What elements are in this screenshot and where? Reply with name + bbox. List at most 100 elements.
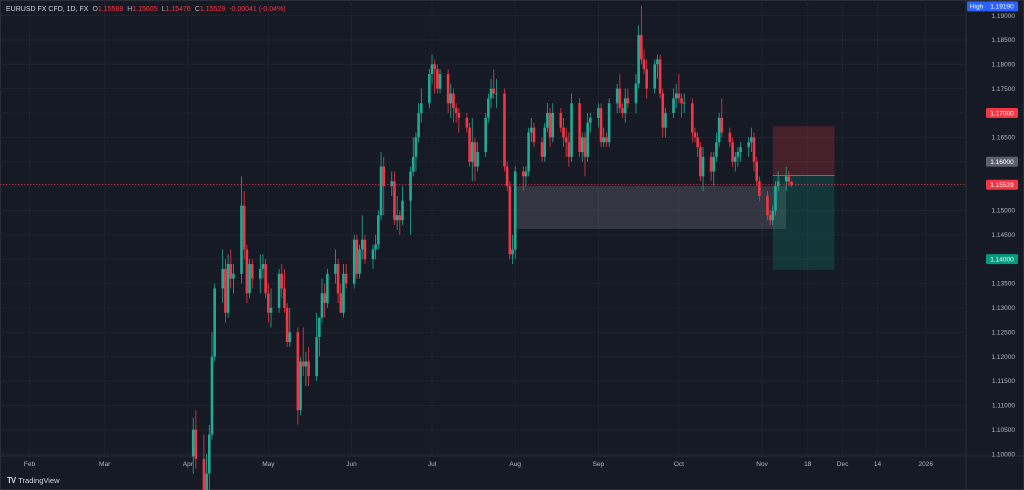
candle[interactable] xyxy=(784,166,788,191)
candle[interactable] xyxy=(656,54,659,79)
candle[interactable] xyxy=(527,127,530,177)
candle[interactable] xyxy=(677,74,681,104)
candle[interactable] xyxy=(658,54,662,99)
candle[interactable] xyxy=(672,88,675,118)
candle[interactable] xyxy=(709,152,713,182)
candle[interactable] xyxy=(487,93,490,123)
candle[interactable] xyxy=(454,103,458,123)
candle[interactable] xyxy=(417,103,420,143)
candle[interactable] xyxy=(747,137,750,157)
candle[interactable] xyxy=(752,132,756,172)
candle[interactable] xyxy=(583,132,587,177)
candle[interactable] xyxy=(701,147,705,191)
candle[interactable] xyxy=(374,234,377,260)
candle[interactable] xyxy=(492,69,496,99)
candle[interactable] xyxy=(307,346,310,386)
candle[interactable] xyxy=(342,264,345,318)
candle[interactable] xyxy=(269,288,273,328)
candle[interactable] xyxy=(578,98,581,157)
candle[interactable] xyxy=(419,88,423,123)
candle[interactable] xyxy=(484,113,487,157)
symbol-title[interactable]: EURUSD FX CFD, 1D, FX xyxy=(6,6,89,13)
candle[interactable] xyxy=(318,317,321,357)
candle[interactable] xyxy=(564,127,568,157)
candle[interactable] xyxy=(503,88,506,172)
candle[interactable] xyxy=(446,69,450,114)
candle[interactable] xyxy=(205,454,208,490)
candle[interactable] xyxy=(395,195,399,230)
candle[interactable] xyxy=(473,137,477,182)
candle[interactable] xyxy=(637,25,640,89)
candle[interactable] xyxy=(245,244,249,304)
candle[interactable] xyxy=(736,147,740,167)
candle[interactable] xyxy=(511,234,514,265)
price-axis[interactable]: 1.19000 1.18500 1.18000 1.17500 1.17000 1.165… xyxy=(992,13,1016,458)
candle[interactable] xyxy=(210,332,214,440)
candle[interactable] xyxy=(489,78,493,109)
candle[interactable] xyxy=(191,417,195,474)
candle[interactable] xyxy=(758,176,761,201)
candle[interactable] xyxy=(208,424,211,490)
candle[interactable] xyxy=(363,234,367,265)
candle[interactable] xyxy=(360,215,364,260)
candle[interactable] xyxy=(543,122,547,162)
candle[interactable] xyxy=(267,283,270,323)
candle[interactable] xyxy=(414,132,418,172)
candle[interactable] xyxy=(696,132,699,157)
candle[interactable] xyxy=(715,132,718,162)
candle[interactable] xyxy=(371,244,375,269)
candle[interactable] xyxy=(495,78,498,109)
candle[interactable] xyxy=(589,113,592,133)
candle[interactable] xyxy=(382,156,386,216)
candle[interactable] xyxy=(352,234,356,289)
candle[interactable] xyxy=(264,259,267,299)
candle[interactable] xyxy=(358,244,361,279)
candle[interactable] xyxy=(739,142,742,162)
candle[interactable] xyxy=(301,327,305,377)
candle[interactable] xyxy=(428,69,431,109)
candle[interactable] xyxy=(505,161,509,191)
candle[interactable] xyxy=(334,249,337,284)
candle[interactable] xyxy=(790,180,793,188)
symbol-legend[interactable]: EURUSD FX CFD, 1D, FX O1.15588 H1.15605 … xyxy=(6,6,286,13)
candle[interactable] xyxy=(240,176,243,284)
candle[interactable] xyxy=(623,88,627,123)
candle[interactable] xyxy=(283,268,286,313)
candle[interactable] xyxy=(438,69,442,94)
candle[interactable] xyxy=(699,142,702,182)
candle[interactable] xyxy=(717,113,721,148)
candle[interactable] xyxy=(567,132,571,167)
candle[interactable] xyxy=(774,181,777,216)
candle[interactable] xyxy=(409,166,412,235)
candle[interactable] xyxy=(250,259,254,289)
candle[interactable] xyxy=(401,186,404,226)
candle[interactable] xyxy=(548,108,552,148)
candle[interactable] xyxy=(296,327,300,425)
candle[interactable] xyxy=(674,83,678,109)
candle[interactable] xyxy=(468,122,471,167)
candle[interactable] xyxy=(680,93,683,118)
candle[interactable] xyxy=(430,54,434,84)
candle[interactable] xyxy=(605,132,608,148)
candle[interactable] xyxy=(194,410,198,469)
candle[interactable] xyxy=(615,83,619,114)
candle[interactable] xyxy=(229,249,233,289)
candle[interactable] xyxy=(521,166,525,191)
candle[interactable] xyxy=(261,254,265,279)
candle[interactable] xyxy=(299,356,302,416)
candle[interactable] xyxy=(586,113,589,162)
candle[interactable] xyxy=(320,278,324,323)
candle[interactable] xyxy=(202,434,206,490)
candle[interactable] xyxy=(248,259,251,299)
candle[interactable] xyxy=(398,210,402,235)
candle[interactable] xyxy=(232,264,235,294)
candle[interactable] xyxy=(436,64,439,94)
candle[interactable] xyxy=(653,59,657,94)
candle[interactable] xyxy=(731,137,734,167)
candle[interactable] xyxy=(326,268,329,308)
candle[interactable] xyxy=(277,268,281,313)
candle[interactable] xyxy=(712,152,716,187)
candle[interactable] xyxy=(339,283,343,313)
candle[interactable] xyxy=(532,122,536,148)
